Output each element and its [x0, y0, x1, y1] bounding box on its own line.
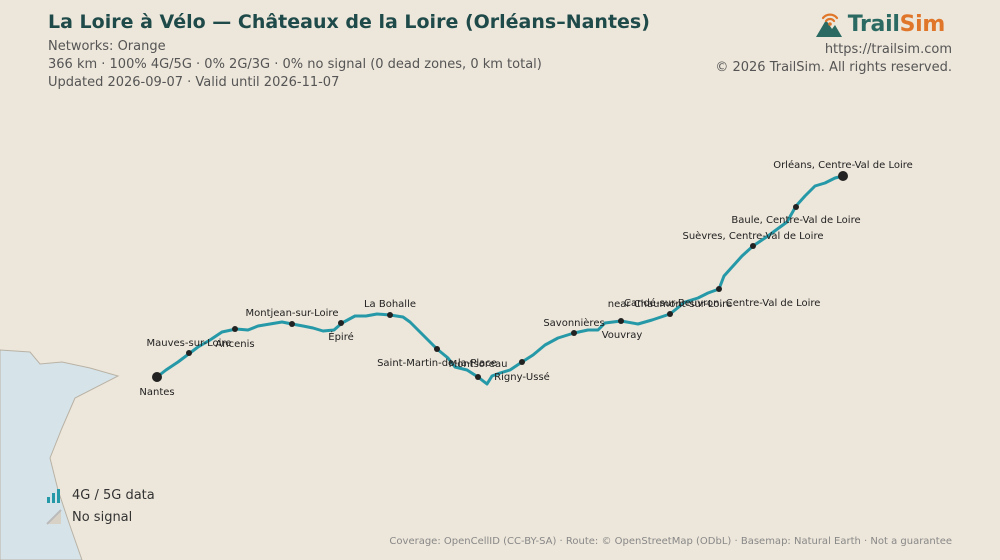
no-signal-icon [46, 509, 62, 525]
place-marker[interactable] [434, 346, 440, 352]
place-marker[interactable] [750, 243, 756, 249]
signal-bars-icon [47, 489, 60, 503]
place-marker[interactable] [667, 311, 673, 317]
place-label: Nantes [139, 387, 174, 398]
place-label: Rigny-Ussé [494, 371, 550, 383]
legend-item-no-signal: No signal [46, 509, 132, 525]
place-marker[interactable] [289, 321, 295, 327]
place-label: La Bohalle [364, 299, 416, 310]
place-label: Épiré [328, 330, 354, 343]
place-label: Savonnières [543, 317, 604, 329]
place-label: Suèvres, Centre-Val de Loire [683, 230, 824, 242]
updated-text: Updated 2026-09-07 · Valid until 2026-11… [48, 75, 340, 90]
legend-label: 4G / 5G data [72, 487, 155, 503]
place-label: Candé-sur-Beuvron, Centre-Val de Loire [624, 297, 820, 309]
route-line [155, 174, 845, 386]
place-label: Baule, Centre-Val de Loire [731, 215, 860, 226]
place-label: near Chaumont-sur-Loire [608, 299, 732, 310]
place-marker[interactable] [186, 350, 192, 356]
place-marker[interactable] [519, 359, 525, 365]
place-label: Mauves-sur-Loire [147, 338, 232, 349]
copyright-text: © 2026 TrailSim. All rights reserved. [715, 60, 952, 75]
place-label: Ancenis [215, 339, 254, 350]
place-marker[interactable] [338, 320, 344, 326]
legend-item-data: 4G / 5G data [46, 487, 155, 503]
place-label: Orléans, Centre-Val de Loire [773, 159, 913, 171]
place-label: Montjean-sur-Loire [246, 308, 339, 319]
networks-text: Networks: Orange [48, 39, 166, 54]
place-marker[interactable] [571, 330, 577, 336]
place-marker[interactable] [232, 326, 238, 332]
place-marker[interactable] [387, 312, 393, 318]
place-marker[interactable] [475, 374, 481, 380]
place-label: Saint-Martin-de-la-Place [377, 358, 497, 369]
attribution-footer: Coverage: OpenCellID (CC-BY-SA) · Route:… [389, 536, 952, 547]
place-label: Montsoreau [449, 359, 508, 370]
brand-url[interactable]: https://trailsim.com [824, 42, 952, 57]
place-label: Vouvray [602, 330, 643, 341]
place-marker[interactable] [838, 171, 848, 181]
place-marker[interactable] [793, 204, 799, 210]
legend-label: No signal [72, 509, 133, 525]
coverage-stats: 366 km · 100% 4G/5G · 0% 2G/3G · 0% no s… [48, 57, 542, 72]
brand-name: TrailSim [847, 11, 946, 37]
brand-logo[interactable]: TrailSim [814, 10, 945, 38]
sea-area [0, 349, 120, 560]
page-title: La Loire à Vélo — Châteaux de la Loire (… [48, 11, 650, 33]
place-marker[interactable] [716, 286, 722, 292]
place-marker[interactable] [152, 372, 162, 382]
place-marker[interactable] [618, 318, 624, 324]
mountain-signal-icon [815, 13, 842, 37]
